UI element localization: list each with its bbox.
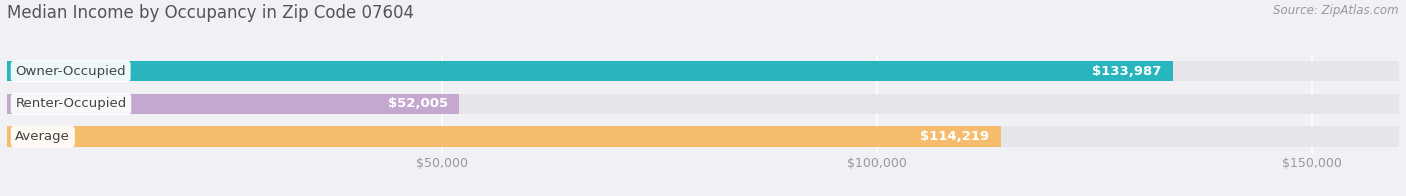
Bar: [7, 94, 1399, 114]
Text: Median Income by Occupancy in Zip Code 07604: Median Income by Occupancy in Zip Code 0…: [7, 4, 413, 22]
Text: Renter-Occupied: Renter-Occupied: [15, 97, 127, 110]
Bar: [7, 61, 1399, 81]
Text: Owner-Occupied: Owner-Occupied: [15, 65, 127, 78]
Text: Average: Average: [15, 130, 70, 143]
Text: $114,219: $114,219: [921, 130, 990, 143]
Bar: [7, 94, 460, 114]
Bar: [7, 126, 1001, 147]
Bar: [7, 126, 1399, 147]
Text: $133,987: $133,987: [1092, 65, 1161, 78]
Text: $52,005: $52,005: [388, 97, 449, 110]
Text: Source: ZipAtlas.com: Source: ZipAtlas.com: [1274, 4, 1399, 17]
Bar: [7, 61, 1173, 81]
